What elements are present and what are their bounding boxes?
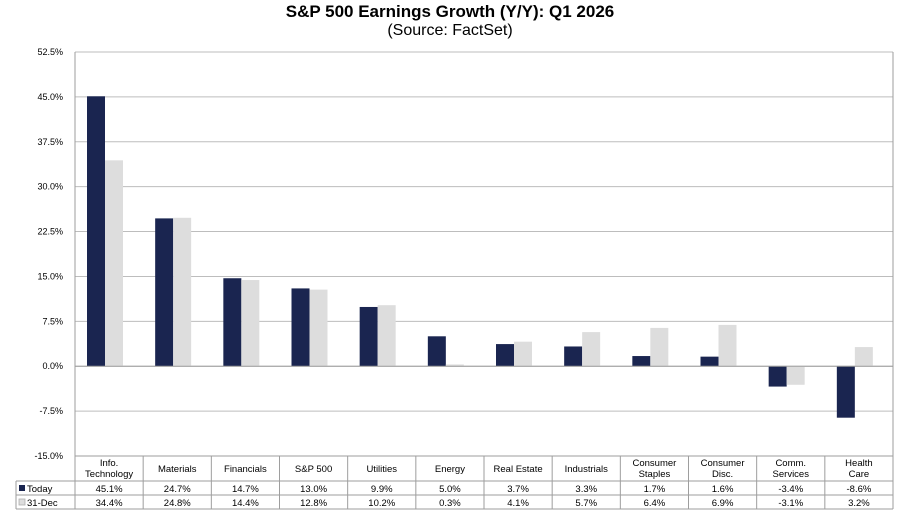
bar-31-dec	[582, 332, 601, 367]
x-tick-label: Health Care	[845, 458, 872, 480]
data-label: 3.2%	[848, 498, 870, 509]
data-label: 0.3%	[439, 498, 461, 509]
data-label: 9.9%	[371, 484, 393, 495]
data-label: 3.7%	[507, 484, 529, 495]
bar-31-dec	[241, 280, 260, 367]
y-tick-label: -7.5%	[39, 406, 63, 416]
x-tick-label: Consumer Staples	[633, 458, 677, 480]
bar-31-dec	[445, 364, 464, 367]
data-label: -3.4%	[778, 484, 803, 495]
bar-today	[632, 356, 651, 367]
data-label: 34.4%	[96, 498, 123, 509]
data-label: 24.7%	[164, 484, 191, 495]
x-tick-label: Info. Technology	[85, 458, 133, 480]
chart-title: S&P 500 Earnings Growth (Y/Y): Q1 2026	[285, 2, 615, 21]
legend-label-today: Today	[27, 484, 53, 495]
bar-31-dec	[854, 347, 873, 367]
x-tick-label: Financials	[224, 464, 267, 475]
bar-31-dec	[105, 160, 123, 367]
x-tick-label: Industrials	[565, 464, 609, 475]
bar-today	[768, 366, 787, 387]
bar-31-dec	[309, 289, 328, 367]
data-label: 3.3%	[575, 484, 597, 495]
y-tick-label: 0.0%	[42, 361, 63, 371]
bar-31-dec	[786, 366, 805, 385]
y-tick-label: 7.5%	[42, 316, 63, 326]
bar-today	[291, 288, 310, 367]
x-tick-label: Real Estate	[494, 464, 543, 475]
data-label: 45.1%	[96, 484, 123, 495]
data-label: 14.7%	[232, 484, 259, 495]
data-label: 13.0%	[300, 484, 327, 495]
bar-31-dec	[514, 341, 532, 367]
bar-today	[700, 356, 719, 367]
x-tick-label: Energy	[435, 464, 465, 475]
data-label: 24.8%	[164, 498, 191, 509]
x-tick-label: Comm. Services	[773, 458, 810, 480]
y-tick-label: 30.0%	[37, 182, 63, 192]
data-label: 1.6%	[712, 484, 734, 495]
bar-today	[836, 366, 855, 418]
legend-swatch-today	[19, 485, 25, 491]
bar-today	[359, 306, 378, 367]
data-label: 6.4%	[644, 498, 666, 509]
data-label: 10.2%	[368, 498, 395, 509]
bar-today	[564, 346, 583, 367]
data-label: 5.0%	[439, 484, 461, 495]
x-tick-label: Materials	[158, 464, 197, 475]
bar-31-dec	[377, 305, 396, 367]
data-label: 5.7%	[575, 498, 597, 509]
bar-31-dec	[718, 324, 737, 367]
y-tick-label: 52.5%	[37, 47, 63, 57]
x-tick-label: Utilities	[366, 464, 397, 475]
chart-subtitle: (Source: FactSet)	[387, 22, 513, 39]
y-tick-label: 22.5%	[37, 227, 63, 237]
data-label: 4.1%	[507, 498, 529, 509]
y-tick-label: 45.0%	[37, 92, 63, 102]
bar-today	[155, 218, 174, 367]
bar-today	[87, 96, 105, 367]
bar-31-dec	[650, 327, 669, 367]
legend-label-31-dec: 31-Dec	[27, 498, 58, 509]
x-tick-label: Consumer Disc.	[701, 458, 745, 480]
bar-today	[496, 344, 514, 367]
data-label: 14.4%	[232, 498, 259, 509]
y-tick-label: -15.0%	[34, 451, 63, 461]
data-label: 1.7%	[644, 484, 666, 495]
data-label: 6.9%	[712, 498, 734, 509]
legend-swatch-31-dec	[18, 498, 26, 506]
bar-today	[427, 336, 446, 367]
data-label: 12.8%	[300, 498, 327, 509]
x-tick-label: S&P 500	[295, 464, 332, 475]
bar-31-dec	[173, 217, 192, 367]
data-label: -8.6%	[847, 484, 872, 495]
y-tick-label: 37.5%	[37, 137, 63, 147]
bar-today	[223, 278, 242, 367]
y-tick-label: 15.0%	[37, 271, 63, 281]
data-label: -3.1%	[778, 498, 803, 509]
